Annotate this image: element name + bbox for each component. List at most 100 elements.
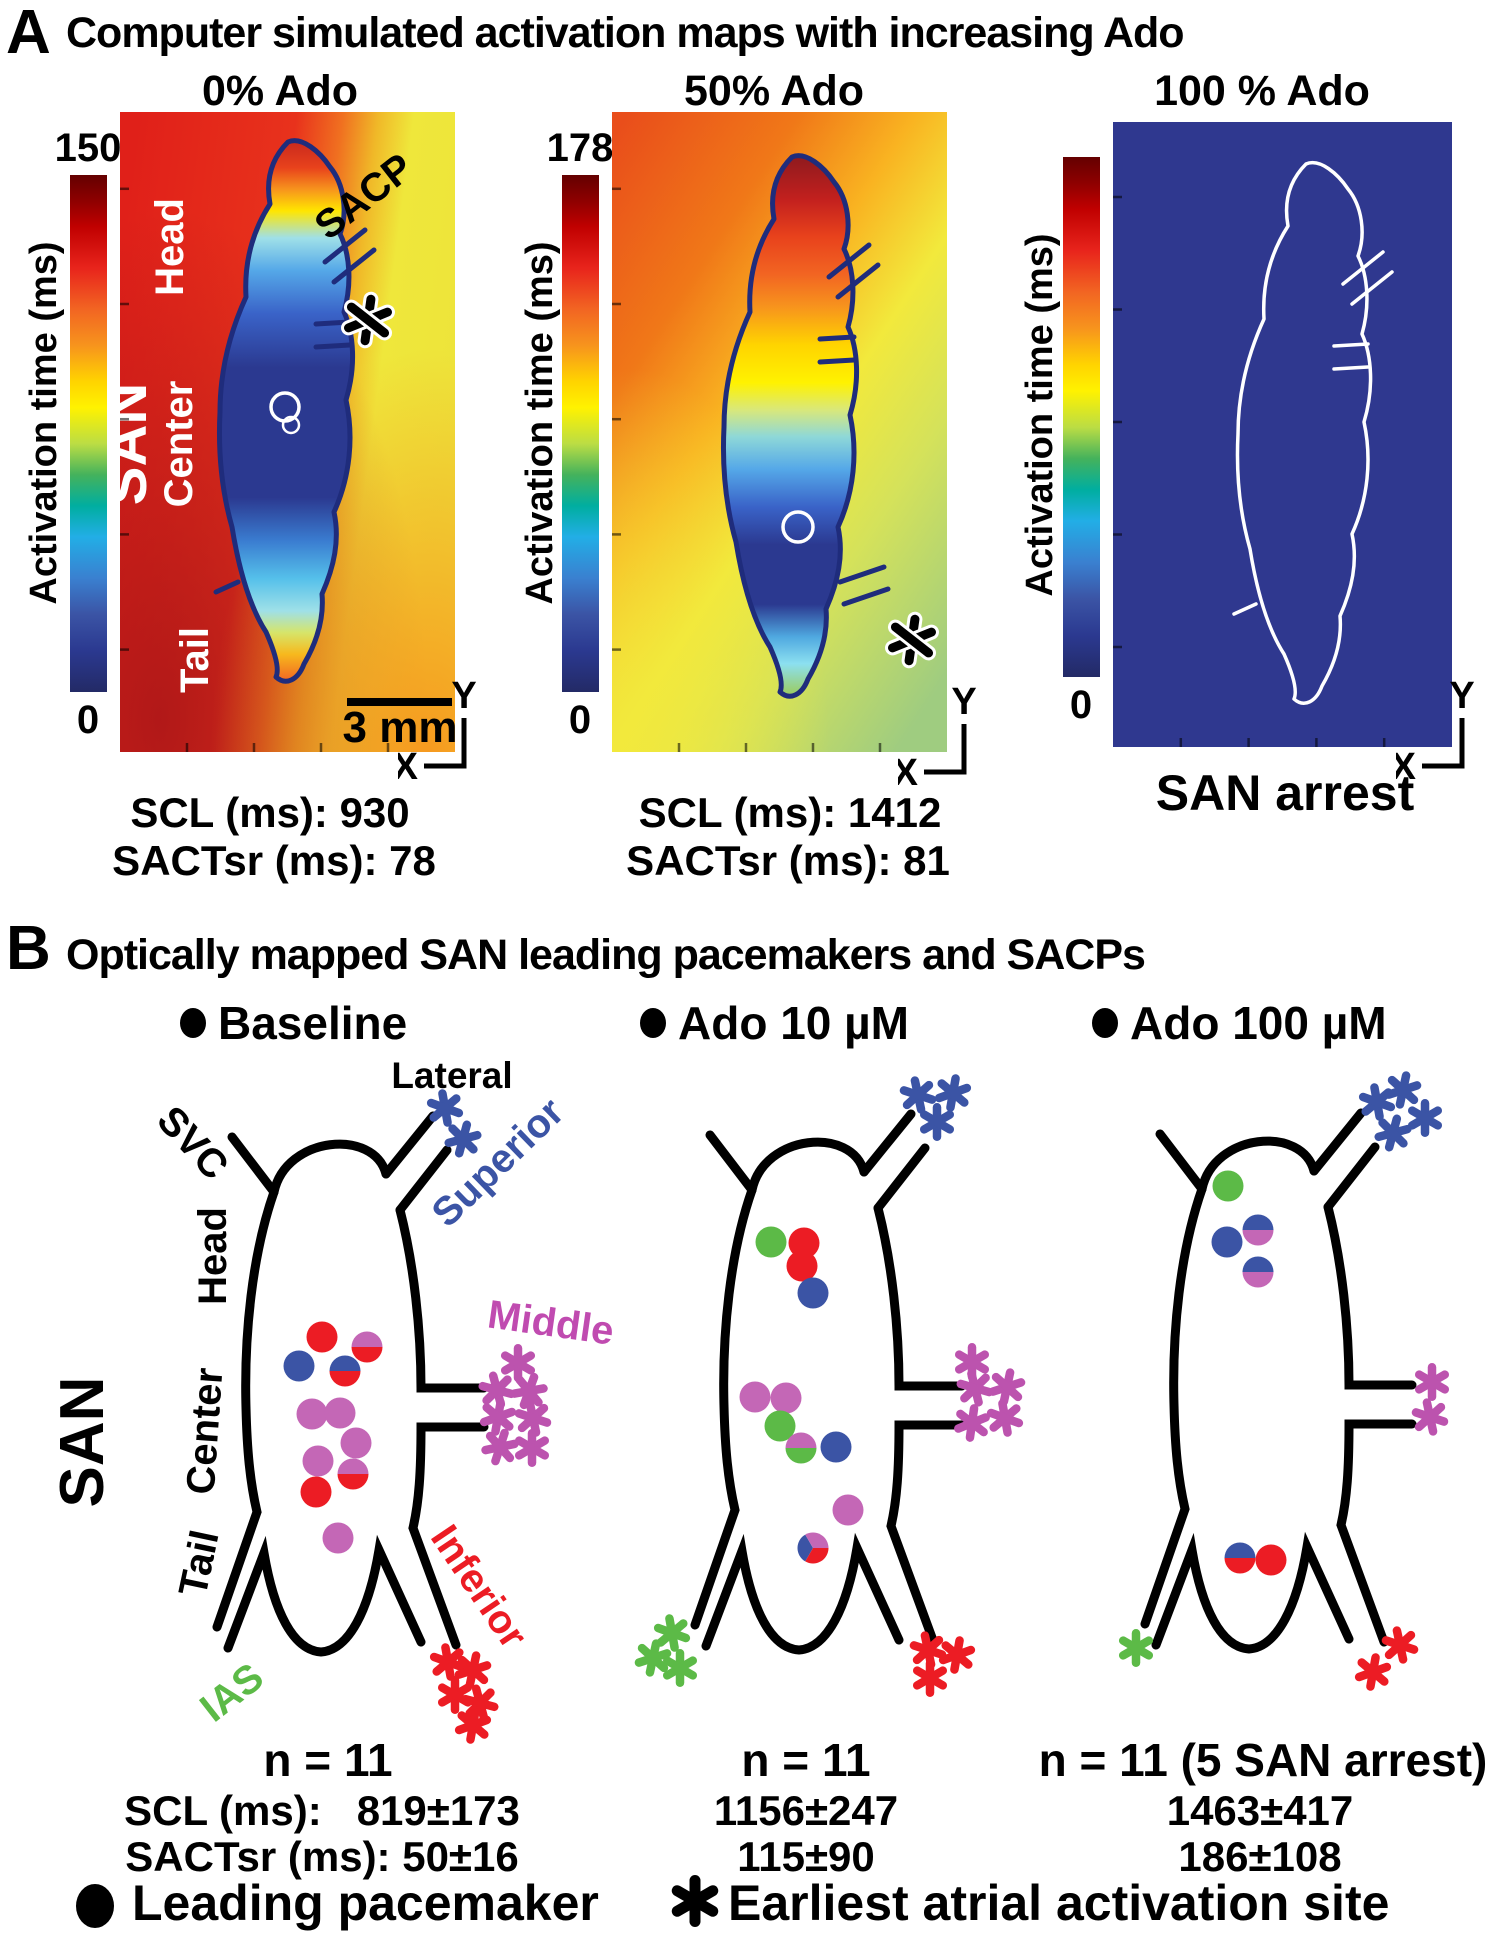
map2-title: 50% Ado <box>684 67 864 115</box>
leading-pacemaker-dot <box>755 1226 787 1258</box>
stat-n-baseline: n = 11 <box>263 1734 393 1786</box>
map-region-label: Tail <box>173 627 217 693</box>
leading-pacemaker-dot <box>1242 1214 1274 1246</box>
asterisk-icon <box>671 1875 719 1927</box>
earliest-activation-asterisk <box>1374 1114 1412 1152</box>
leading-pacemaker-marker <box>781 510 815 544</box>
colorbar1-min: 0 <box>76 698 100 742</box>
san-diagram-1 <box>634 1074 1026 1697</box>
stat-n-ado10: n = 11 <box>741 1734 871 1786</box>
y-axis-label: Y <box>451 678 476 717</box>
earliest-activation-asterisk <box>934 1074 972 1112</box>
colorbar3-min: 0 <box>1069 683 1093 727</box>
earliest-activation-asterisk <box>1354 1653 1392 1691</box>
activation-map-100pct <box>1113 122 1452 747</box>
leading-pacemaker-dot <box>306 1321 338 1353</box>
axis-corner <box>424 718 467 769</box>
x-axis-label: X <box>898 752 919 794</box>
earliest-activation-asterisk <box>341 291 395 349</box>
earliest-activation-asterisk <box>1118 1629 1154 1667</box>
san-outline <box>690 1109 967 1655</box>
colorbar2-min: 0 <box>568 698 592 742</box>
earliest-activation-asterisk <box>938 1636 976 1674</box>
earliest-activation-asterisk <box>514 1399 552 1437</box>
axis-indicator-map1: Y X <box>398 678 477 788</box>
y-axis-label: Y <box>951 684 976 723</box>
leading-pacemaker-marker-small <box>281 415 301 435</box>
map-region-label: Head <box>148 198 192 296</box>
stat-sactsr-baseline: SACTsr (ms): 50±16 <box>125 1833 519 1880</box>
axis-indicator-map2: Y X <box>898 684 977 794</box>
diagram-label-tail: Tail <box>171 1526 228 1600</box>
x-axis-label: X <box>1396 746 1417 788</box>
earliest-activation-asterisk <box>956 1369 994 1407</box>
earliest-activation-asterisk <box>986 1399 1024 1437</box>
diagram-label-ias: IAS <box>192 1655 272 1731</box>
earliest-activation-asterisk <box>444 1120 482 1158</box>
panel-a-title: Computer simulated activation maps with … <box>66 9 1185 57</box>
leading-pacemaker-dot <box>1255 1544 1287 1576</box>
leading-pacemaker-dot <box>797 1277 829 1309</box>
earliest-activation-asterisk <box>1407 1099 1443 1137</box>
leading-pacemaker-dot <box>351 1331 383 1363</box>
axis-indicator-map3: Y X <box>1396 678 1475 788</box>
legend-leading-pacemaker: Leading pacemaker <box>132 1875 599 1931</box>
bullet-icon <box>640 1008 666 1038</box>
leading-pacemaker-dot <box>797 1532 829 1564</box>
bullet-icon <box>1092 1008 1118 1038</box>
earliest-activation-asterisk <box>912 1659 948 1697</box>
earliest-activation-asterisk <box>653 1614 691 1652</box>
stat-scl-ado10: 1156±247 <box>713 1787 899 1834</box>
map3-title: 100 % Ado <box>1154 67 1370 115</box>
leading-pacemaker-dot <box>786 1250 818 1282</box>
map-ticks <box>120 187 390 752</box>
colorbar1 <box>70 175 107 692</box>
earliest-activation-asterisk <box>479 1398 517 1436</box>
scale-bar-label: 3 mm <box>343 703 455 752</box>
map3-background <box>1113 122 1452 747</box>
san-diagram-2 <box>1118 1071 1450 1691</box>
colorbar1-max: 150 <box>54 126 122 170</box>
map3-caption: SAN arrest <box>1155 765 1415 821</box>
map1-scl: SCL (ms): 930 <box>130 789 410 836</box>
san-diagram-0: SANSVCHeadCenterTailLateralSuperiorMiddl… <box>48 1055 617 1744</box>
leading-pacemaker-dot <box>1212 1170 1244 1202</box>
map-region-label: SAN <box>120 383 159 505</box>
map2-scl: SCL (ms): 1412 <box>638 789 942 836</box>
leading-pacemaker-dot <box>764 1410 796 1442</box>
diagram-label-san: SAN <box>48 1377 117 1508</box>
earliest-activation-asterisk <box>954 1404 990 1442</box>
leading-pacemaker-dot <box>788 1227 820 1259</box>
earliest-activation-asterisk <box>1414 1363 1450 1401</box>
earliest-activation-asterisk <box>481 1428 519 1466</box>
leading-pacemaker-dot <box>337 1458 369 1490</box>
leading-pacemaker-dot <box>300 1476 332 1508</box>
leading-pacemaker-dot <box>1211 1226 1243 1258</box>
panel-b-title: Optically mapped SAN leading pacemakers … <box>66 931 1146 979</box>
diagram-label-head: Head <box>191 1207 235 1305</box>
stat-n-ado100: n = 11 (5 SAN arrest) <box>1038 1734 1488 1786</box>
earliest-activation-asterisk <box>885 611 939 669</box>
leading-pacemaker-dot <box>770 1382 802 1414</box>
leading-pacemaker-dot <box>785 1432 817 1464</box>
map1-title: 0% Ado <box>201 67 359 115</box>
earliest-activation-asterisk <box>1411 1398 1449 1436</box>
leading-pacemaker-dot <box>820 1431 852 1463</box>
subheader-label: Ado 10 µM <box>678 997 909 1049</box>
leading-pacemaker-dot <box>283 1350 315 1382</box>
leading-pacemaker-dot <box>1224 1542 1256 1574</box>
panel-a-label: A <box>6 0 51 67</box>
leading-pacemaker-dot <box>832 1494 864 1526</box>
diagram-label-middle: Middle <box>485 1293 617 1354</box>
leading-pacemaker-dot <box>329 1355 361 1387</box>
panel-b-label: B <box>6 914 51 983</box>
earliest-activation-asterisk <box>988 1368 1026 1406</box>
earliest-activation-asterisk <box>919 1103 955 1141</box>
stat-sactsr-ado10: 115±90 <box>737 1833 875 1880</box>
diagram-label-svc: SVC <box>148 1098 236 1188</box>
legend-earliest-activation: Earliest atrial activation site <box>728 1875 1390 1931</box>
stat-sactsr-ado100: 186±108 <box>1178 1833 1342 1880</box>
earliest-activation-asterisk <box>899 1076 937 1114</box>
